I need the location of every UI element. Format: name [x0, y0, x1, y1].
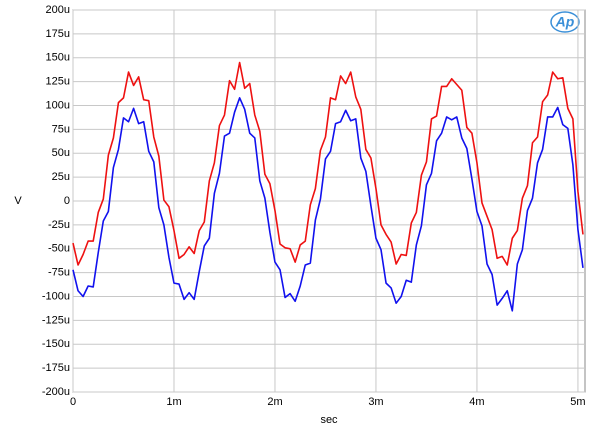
x-tick-label: 1m: [166, 396, 181, 408]
y-tick-label: -25u: [48, 219, 70, 231]
y-tick-label: -175u: [42, 362, 70, 374]
series-line: [72, 61, 584, 266]
y-tick-label: -125u: [42, 314, 70, 326]
y-tick-label: 75u: [52, 123, 70, 135]
x-tick-label: 3m: [368, 396, 383, 408]
y-axis-label: V: [14, 195, 22, 207]
y-tick-label: -200u: [42, 386, 70, 398]
y-tick-label: -150u: [42, 338, 70, 350]
y-tick-label: 175u: [46, 28, 70, 40]
y-tick-label: 125u: [46, 76, 70, 88]
y-tick-label: 0: [64, 195, 70, 207]
logo: Ap: [550, 11, 580, 33]
y-tick-label: 50u: [52, 147, 70, 159]
x-tick-label: 2m: [267, 396, 282, 408]
y-tick-label: 150u: [46, 52, 70, 64]
y-tick-label: 100u: [46, 99, 70, 111]
logo-text: Ap: [555, 14, 575, 30]
series-line: [72, 97, 584, 312]
y-tick-label: 25u: [52, 171, 70, 183]
x-tick-label: 5m: [570, 396, 585, 408]
y-tick-label: 200u: [46, 4, 70, 16]
y-tick-label: -100u: [42, 290, 70, 302]
logo-ring: [550, 11, 580, 33]
x-tick-label: 0: [70, 396, 76, 408]
x-tick-label: 4m: [469, 396, 484, 408]
y-tick-label: -75u: [48, 267, 70, 279]
x-axis-label: sec: [320, 414, 338, 426]
y-tick-label: -50u: [48, 243, 70, 255]
